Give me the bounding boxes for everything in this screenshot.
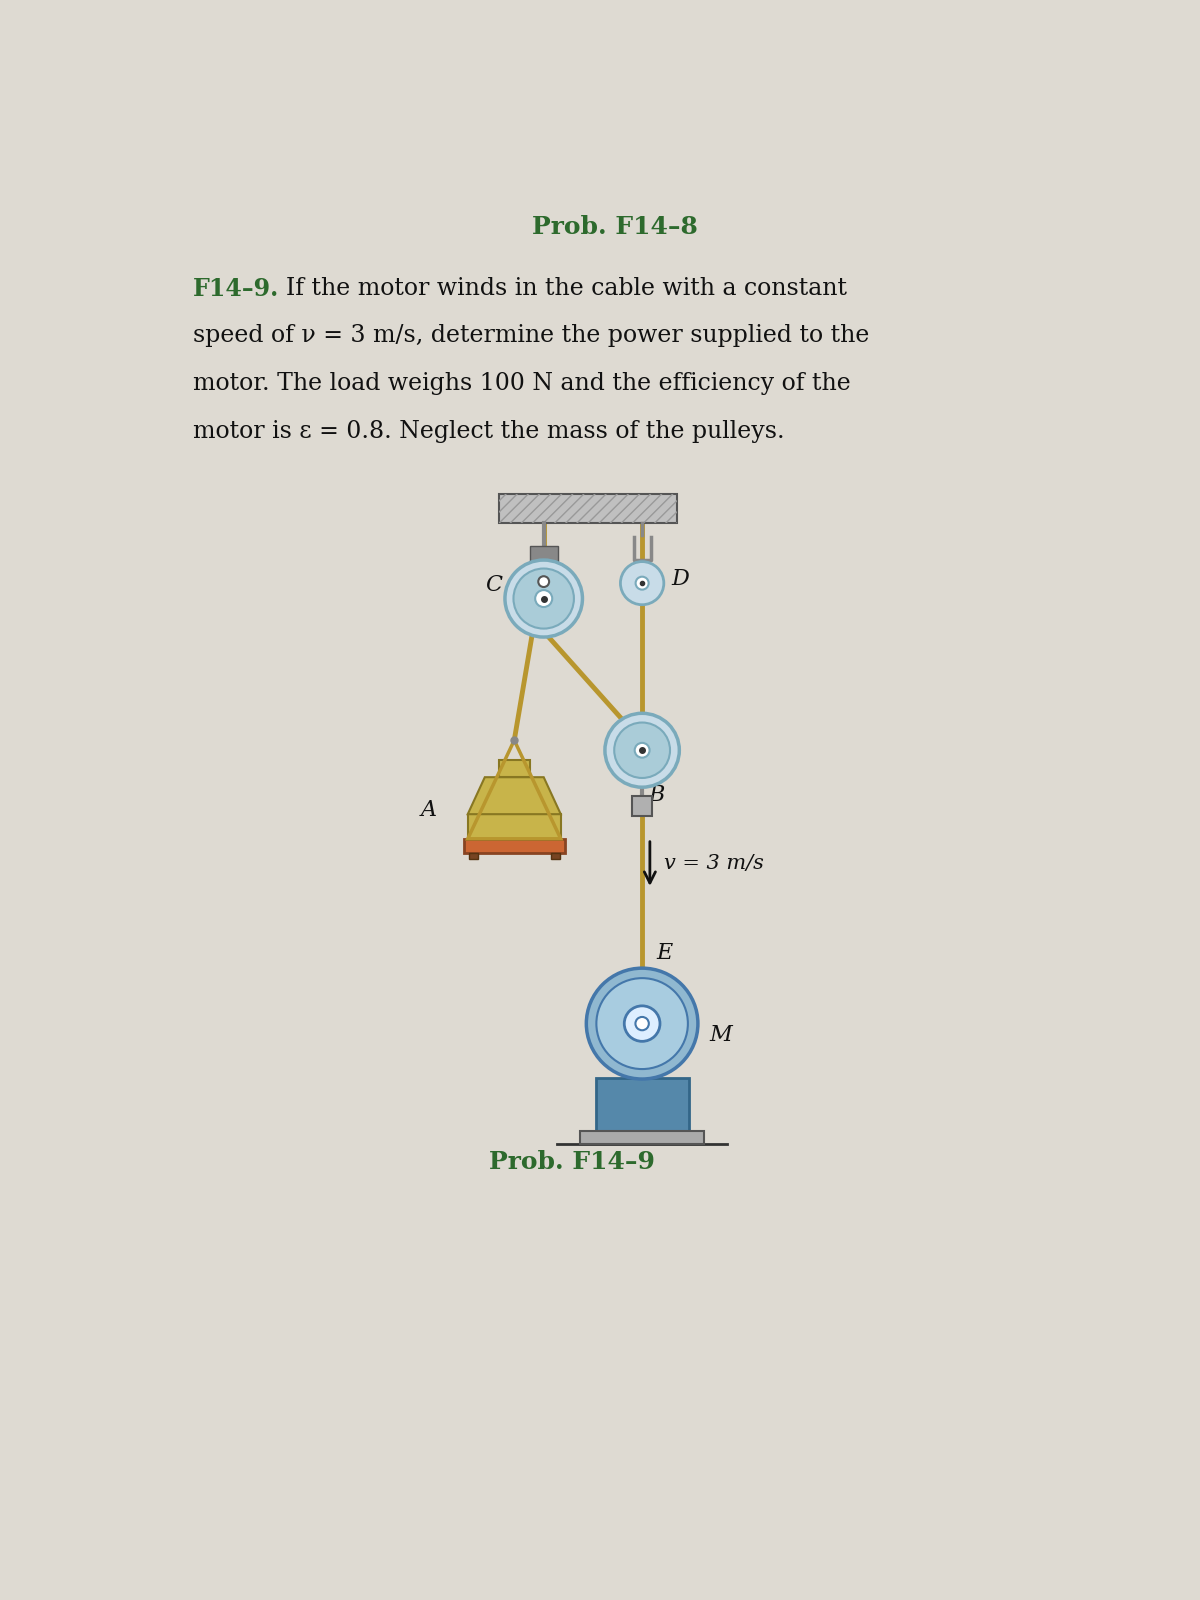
Circle shape <box>636 576 649 590</box>
Circle shape <box>620 562 664 605</box>
Bar <box>595 1077 689 1133</box>
Polygon shape <box>529 562 558 595</box>
Circle shape <box>635 742 649 758</box>
Bar <box>468 853 478 859</box>
Text: Prob. F14–8: Prob. F14–8 <box>532 214 698 238</box>
Circle shape <box>539 576 550 587</box>
Text: F14–9.: F14–9. <box>193 277 278 301</box>
Text: v = 3 m/s: v = 3 m/s <box>664 854 763 874</box>
Text: C: C <box>485 574 502 595</box>
Text: Prob. F14–9: Prob. F14–9 <box>490 1150 655 1174</box>
Circle shape <box>535 590 552 606</box>
Bar <box>551 853 560 859</box>
Polygon shape <box>468 778 560 814</box>
Circle shape <box>587 968 698 1078</box>
Bar <box>580 1131 704 1144</box>
Bar <box>499 760 529 778</box>
Bar <box>580 1131 704 1144</box>
Text: A: A <box>421 800 437 821</box>
Circle shape <box>514 568 574 629</box>
Circle shape <box>636 1018 649 1030</box>
Circle shape <box>596 978 688 1069</box>
Circle shape <box>614 723 670 778</box>
Text: motor is ε = 0.8. Neglect the mass of the pulleys.: motor is ε = 0.8. Neglect the mass of th… <box>193 419 785 443</box>
Text: motor. The load weighs 100 N and the efficiency of the: motor. The load weighs 100 N and the eff… <box>193 373 851 395</box>
Bar <box>499 494 677 523</box>
Text: If the motor winds in the cable with a constant: If the motor winds in the cable with a c… <box>286 277 847 299</box>
Circle shape <box>505 560 582 637</box>
Circle shape <box>605 714 679 787</box>
Bar <box>632 795 653 816</box>
Text: M: M <box>709 1024 732 1046</box>
Bar <box>468 814 560 838</box>
Text: speed of ν = 3 m/s, determine the power supplied to the: speed of ν = 3 m/s, determine the power … <box>193 325 869 347</box>
Circle shape <box>624 1006 660 1042</box>
Text: D: D <box>672 568 690 590</box>
Text: B: B <box>648 784 665 806</box>
Bar <box>499 494 677 523</box>
FancyBboxPatch shape <box>529 546 558 562</box>
Bar <box>464 838 565 853</box>
Text: E: E <box>656 942 672 963</box>
